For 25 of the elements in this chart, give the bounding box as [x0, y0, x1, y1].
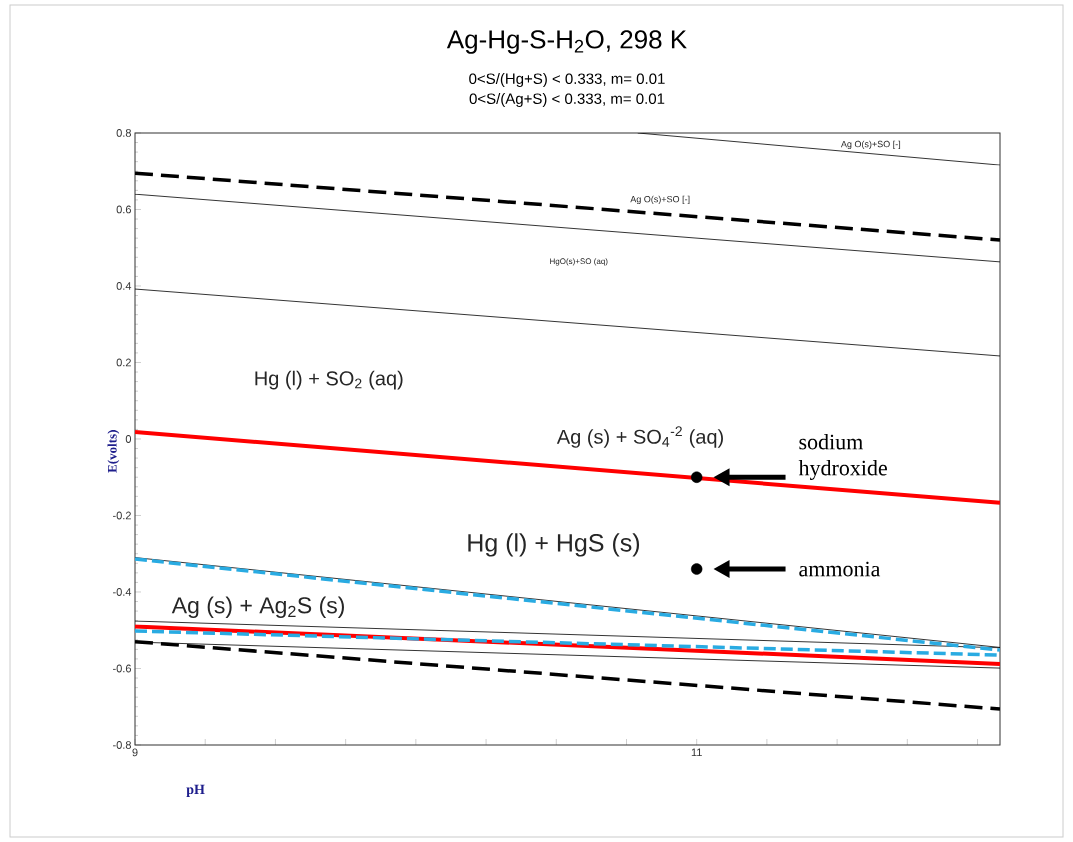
chart-subtitle: 0<S/(Hg+S) < 0.333, m= 0.01	[469, 72, 665, 87]
annotation: ammonia	[799, 561, 881, 577]
y-tick-label: 0.2	[116, 358, 131, 367]
y-tick-label: 0.8	[116, 129, 131, 137]
annotation: Ag O(s)+SO [-]	[840, 140, 901, 150]
y-tick-label: 0.6	[116, 205, 131, 214]
x-tick-label: 11	[691, 748, 702, 757]
text: 0<S/(Ag+S) < 0.333, m= 0.01	[469, 92, 665, 107]
x-axis-title: pH	[186, 784, 205, 797]
annotation: Ag (s) + SO$_{4}$$^{-2}$ (aq)	[556, 426, 723, 448]
annotation: Hg (l) + HgS (s)	[468, 533, 640, 557]
annotation: Ag (s) + Ag$_{2}$S (s)	[171, 596, 344, 618]
chart-title: Ag-Hg-S-H$_{2}$O, 298 K	[446, 30, 687, 54]
x-tick-label: 9	[132, 748, 138, 757]
y-tick-label: -0.8	[113, 741, 131, 749]
annotation: Ag O(s)+SO [-]	[630, 195, 690, 205]
y-tick-label: -0.2	[113, 511, 131, 520]
y-tick-label: 0.4	[116, 282, 132, 290]
annotation: sodium hydroxide	[798, 433, 887, 480]
y-tick-label: 0	[125, 435, 132, 443]
annotation: HgO(s)+SO (aq)	[550, 258, 608, 266]
y-tick-label: -0.4	[113, 588, 132, 596]
annotation: Hg (l) + SO$_{2}$ (aq)	[255, 370, 403, 390]
y-tick-label: -0.6	[113, 664, 131, 673]
y-axis-title: E(volts)	[107, 430, 120, 473]
